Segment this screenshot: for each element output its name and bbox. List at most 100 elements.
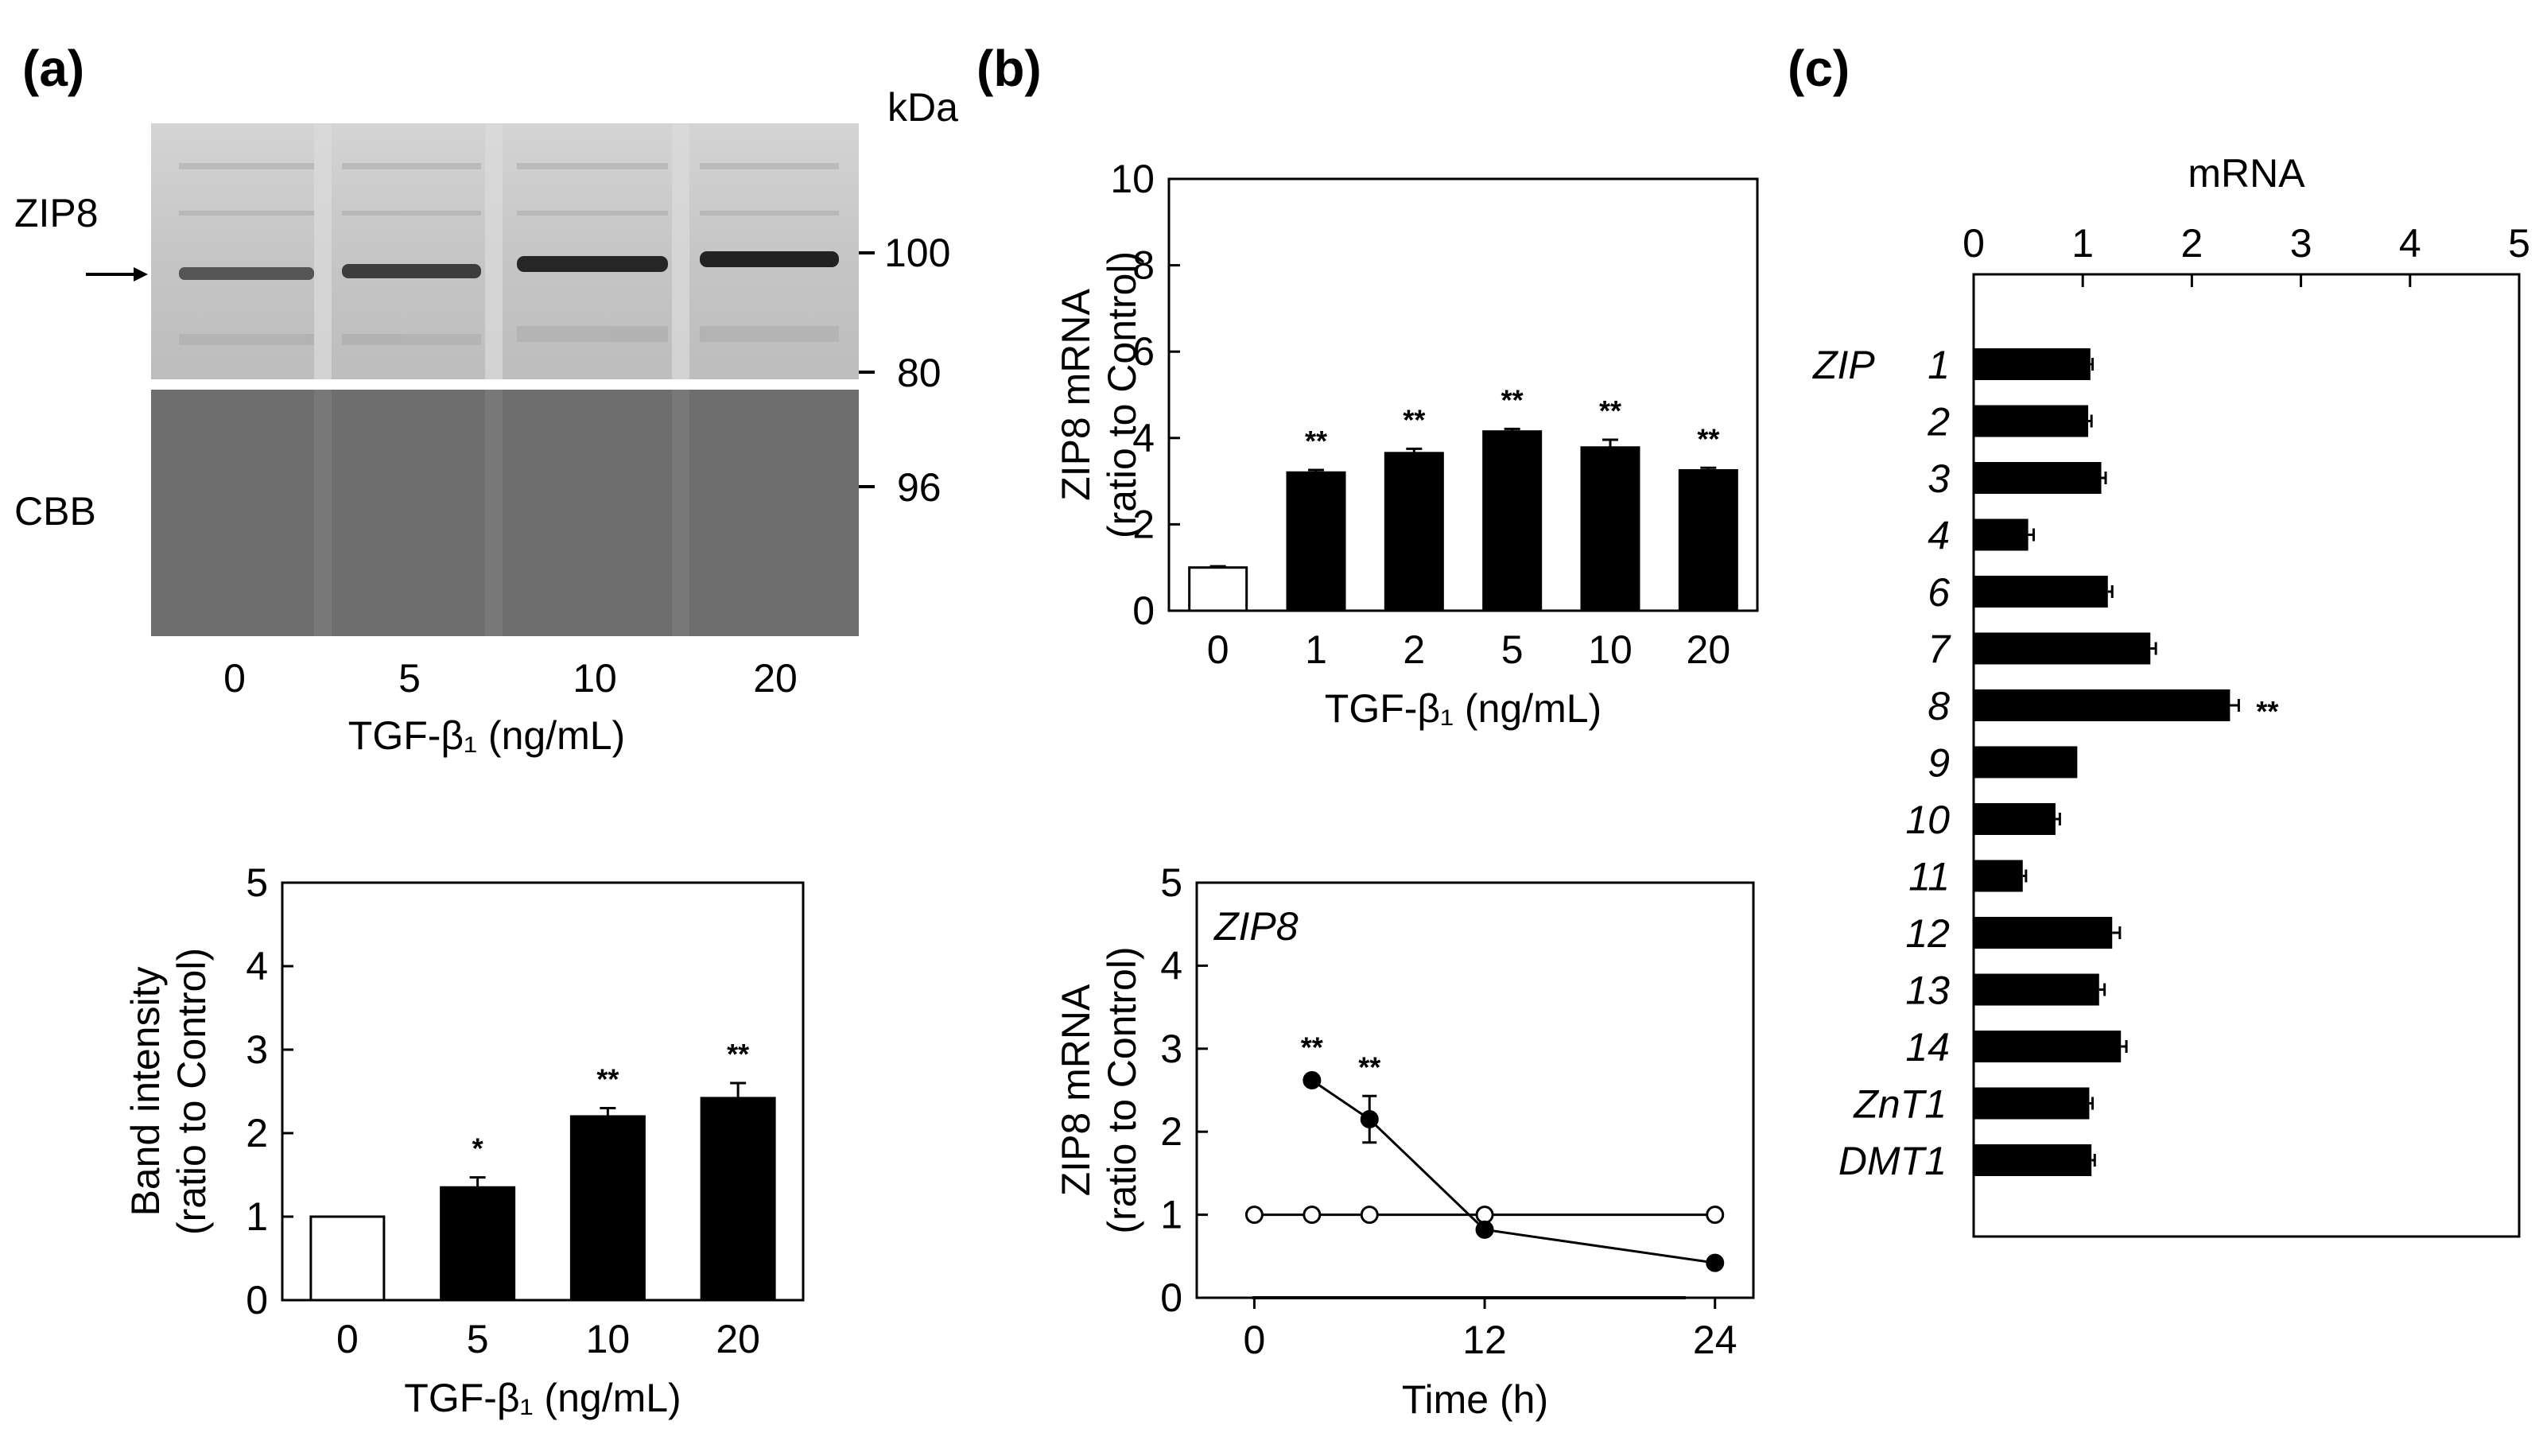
bar bbox=[1974, 576, 2108, 608]
significance-marker: ** bbox=[727, 1038, 749, 1070]
bar bbox=[1974, 689, 2230, 721]
y-category-label: 14 bbox=[1905, 1025, 1950, 1070]
bar bbox=[700, 1097, 776, 1302]
y-tick-label: 4 bbox=[246, 944, 268, 988]
bar bbox=[1286, 471, 1346, 612]
y-tick-label: 8 bbox=[1132, 243, 1155, 288]
x-tick-label: 20 bbox=[1687, 627, 1731, 672]
y-axis-label: ZIP8 mRNA bbox=[1054, 289, 1098, 501]
y-category-label: 6 bbox=[1928, 570, 1950, 615]
data-point bbox=[1360, 1206, 1379, 1225]
x-tick-label: 4 bbox=[2399, 221, 2421, 266]
bar bbox=[309, 1215, 386, 1302]
plot-frame bbox=[1167, 177, 1759, 612]
kda-label: kDa bbox=[887, 85, 958, 130]
bar bbox=[1974, 405, 2089, 437]
significance-marker: ** bbox=[1305, 425, 1327, 457]
y-category-label: 2 bbox=[1927, 400, 1950, 445]
y-tick-label: 2 bbox=[1160, 1109, 1182, 1154]
lane-label: 0 bbox=[223, 656, 246, 701]
bar bbox=[1974, 746, 2078, 778]
x-tick-label: 5 bbox=[2508, 221, 2530, 266]
y-category-label: 13 bbox=[1905, 969, 1950, 1013]
y-axis-label: Band intensity bbox=[123, 966, 168, 1216]
bar bbox=[1974, 860, 2023, 892]
band-intensity-chart: 0 1 2 3 4 5 0 * 5 ** 10 ** 20 TGF-β₁ (ng/mL) Band inte… bbox=[123, 860, 805, 1420]
x-axis-label: mRNA bbox=[2188, 151, 2305, 196]
x-tick-label: 0 bbox=[1963, 221, 1985, 266]
zip8-band bbox=[517, 256, 668, 272]
cbb-stain-image bbox=[151, 390, 859, 636]
data-point bbox=[1303, 1070, 1322, 1089]
y-tick-label: 1 bbox=[246, 1194, 268, 1239]
data-point bbox=[1244, 1206, 1264, 1225]
cbb-row-label: CBB bbox=[14, 489, 96, 534]
panel-label-a: (a) bbox=[22, 40, 84, 97]
y-axis-label: ZIP8 mRNA bbox=[1054, 984, 1098, 1196]
y-category-label: 3 bbox=[1928, 456, 1950, 501]
bar bbox=[1974, 1144, 2092, 1176]
bar bbox=[1974, 632, 2151, 665]
significance-marker: ** bbox=[1358, 1050, 1380, 1083]
y-category-label: 9 bbox=[1928, 741, 1950, 786]
significance-marker: ** bbox=[1697, 422, 1719, 455]
plot-frame bbox=[281, 881, 805, 1302]
x-tick-label: 1 bbox=[1305, 627, 1327, 672]
lane-label: 10 bbox=[573, 656, 617, 701]
lane-gap bbox=[485, 123, 503, 379]
significance-marker: ** bbox=[1599, 394, 1621, 427]
data-point bbox=[1360, 1110, 1379, 1129]
x-tick-label: 10 bbox=[586, 1317, 631, 1361]
y-axis-label: (ratio to Control) bbox=[169, 948, 214, 1235]
marker-label: 80 bbox=[897, 351, 941, 395]
marker-label: 100 bbox=[884, 231, 950, 275]
chart-title: ZIP8 bbox=[1213, 904, 1299, 949]
panel-label-b: (b) bbox=[976, 40, 1042, 97]
bar bbox=[1974, 462, 2102, 494]
y-tick-label: 2 bbox=[1132, 502, 1155, 546]
arrow-icon bbox=[86, 267, 148, 281]
x-tick-label: 5 bbox=[467, 1317, 489, 1361]
y-axis-label: (ratio to Control) bbox=[1100, 251, 1144, 538]
y-category-label: 10 bbox=[1905, 798, 1950, 842]
series-line bbox=[1310, 1079, 1715, 1264]
x-tick-label: 1 bbox=[2071, 221, 2094, 266]
lane-gap bbox=[314, 123, 332, 379]
bar bbox=[569, 1115, 646, 1302]
zip8-band bbox=[342, 264, 481, 278]
x-tick-label: 0 bbox=[1244, 1318, 1266, 1362]
bar bbox=[1974, 348, 2091, 380]
y-category-label: DMT1 bbox=[1838, 1139, 1947, 1183]
lane-label: 5 bbox=[398, 656, 421, 701]
y-tick-label: 5 bbox=[1160, 860, 1182, 905]
significance-marker: ** bbox=[1403, 403, 1425, 436]
x-axis-label: TGF-β₁ (ng/mL) bbox=[404, 1376, 681, 1420]
lane-gap bbox=[672, 123, 689, 379]
data-point bbox=[1706, 1253, 1725, 1272]
significance-marker: ** bbox=[1501, 383, 1524, 416]
bar bbox=[1188, 566, 1248, 612]
x-tick-label: 5 bbox=[1501, 627, 1524, 672]
panel-label-c: (c) bbox=[1788, 40, 1850, 97]
data-point bbox=[1303, 1206, 1322, 1225]
x-axis-label: TGF-β₁ (ng/mL) bbox=[1325, 686, 1602, 731]
data-point bbox=[1706, 1206, 1725, 1225]
y-tick-label: 10 bbox=[1110, 157, 1155, 201]
y-tick-label: 6 bbox=[1132, 329, 1155, 374]
bar bbox=[1974, 1031, 2122, 1062]
x-tick-label: 2 bbox=[2180, 221, 2203, 266]
category-group-label: ZIP bbox=[1812, 343, 1875, 387]
blot-x-axis-label: TGF-β₁ (ng/mL) bbox=[348, 713, 625, 758]
x-tick-label: 20 bbox=[716, 1317, 760, 1361]
y-tick-label: 3 bbox=[1160, 1027, 1182, 1071]
x-tick-label: 24 bbox=[1693, 1318, 1737, 1362]
bar bbox=[1974, 518, 2029, 551]
x-tick-label: 0 bbox=[1207, 627, 1229, 672]
y-tick-label: 1 bbox=[1160, 1193, 1182, 1237]
significance-marker: * bbox=[472, 1132, 483, 1165]
y-tick-label: 3 bbox=[246, 1027, 268, 1072]
bar bbox=[1482, 430, 1543, 612]
bar bbox=[1678, 469, 1738, 612]
